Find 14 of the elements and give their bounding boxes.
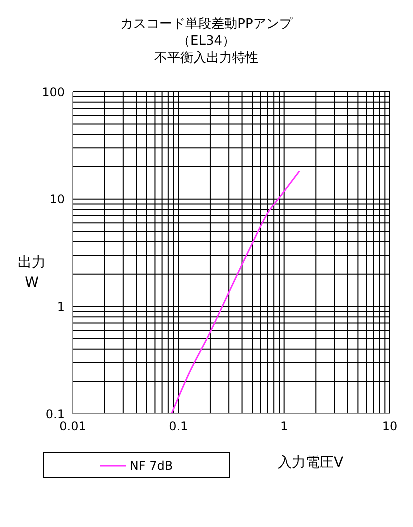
y-tick-label: 100 [42,85,65,100]
x-tick-label: 0.01 [60,420,86,434]
y-tick-label: 10 [50,192,65,207]
legend-label: NF 7dB [130,459,174,473]
x-tick-label: 0.1 [169,420,188,434]
x-tick-label: 10 [382,420,398,434]
x-tick-label: 1 [280,420,288,434]
y-tick-label: 1 [57,300,65,314]
y-axis-title: 出力 W [18,254,46,293]
x-axis-title: 入力電圧V [278,454,344,472]
y-tick-label: 0.1 [46,407,65,422]
text: 不平衡入出力特性 [154,50,260,67]
chart-title: カスコード単段差動PPアンプ [120,16,294,33]
chart-subtitle: （EL34） [176,33,236,50]
